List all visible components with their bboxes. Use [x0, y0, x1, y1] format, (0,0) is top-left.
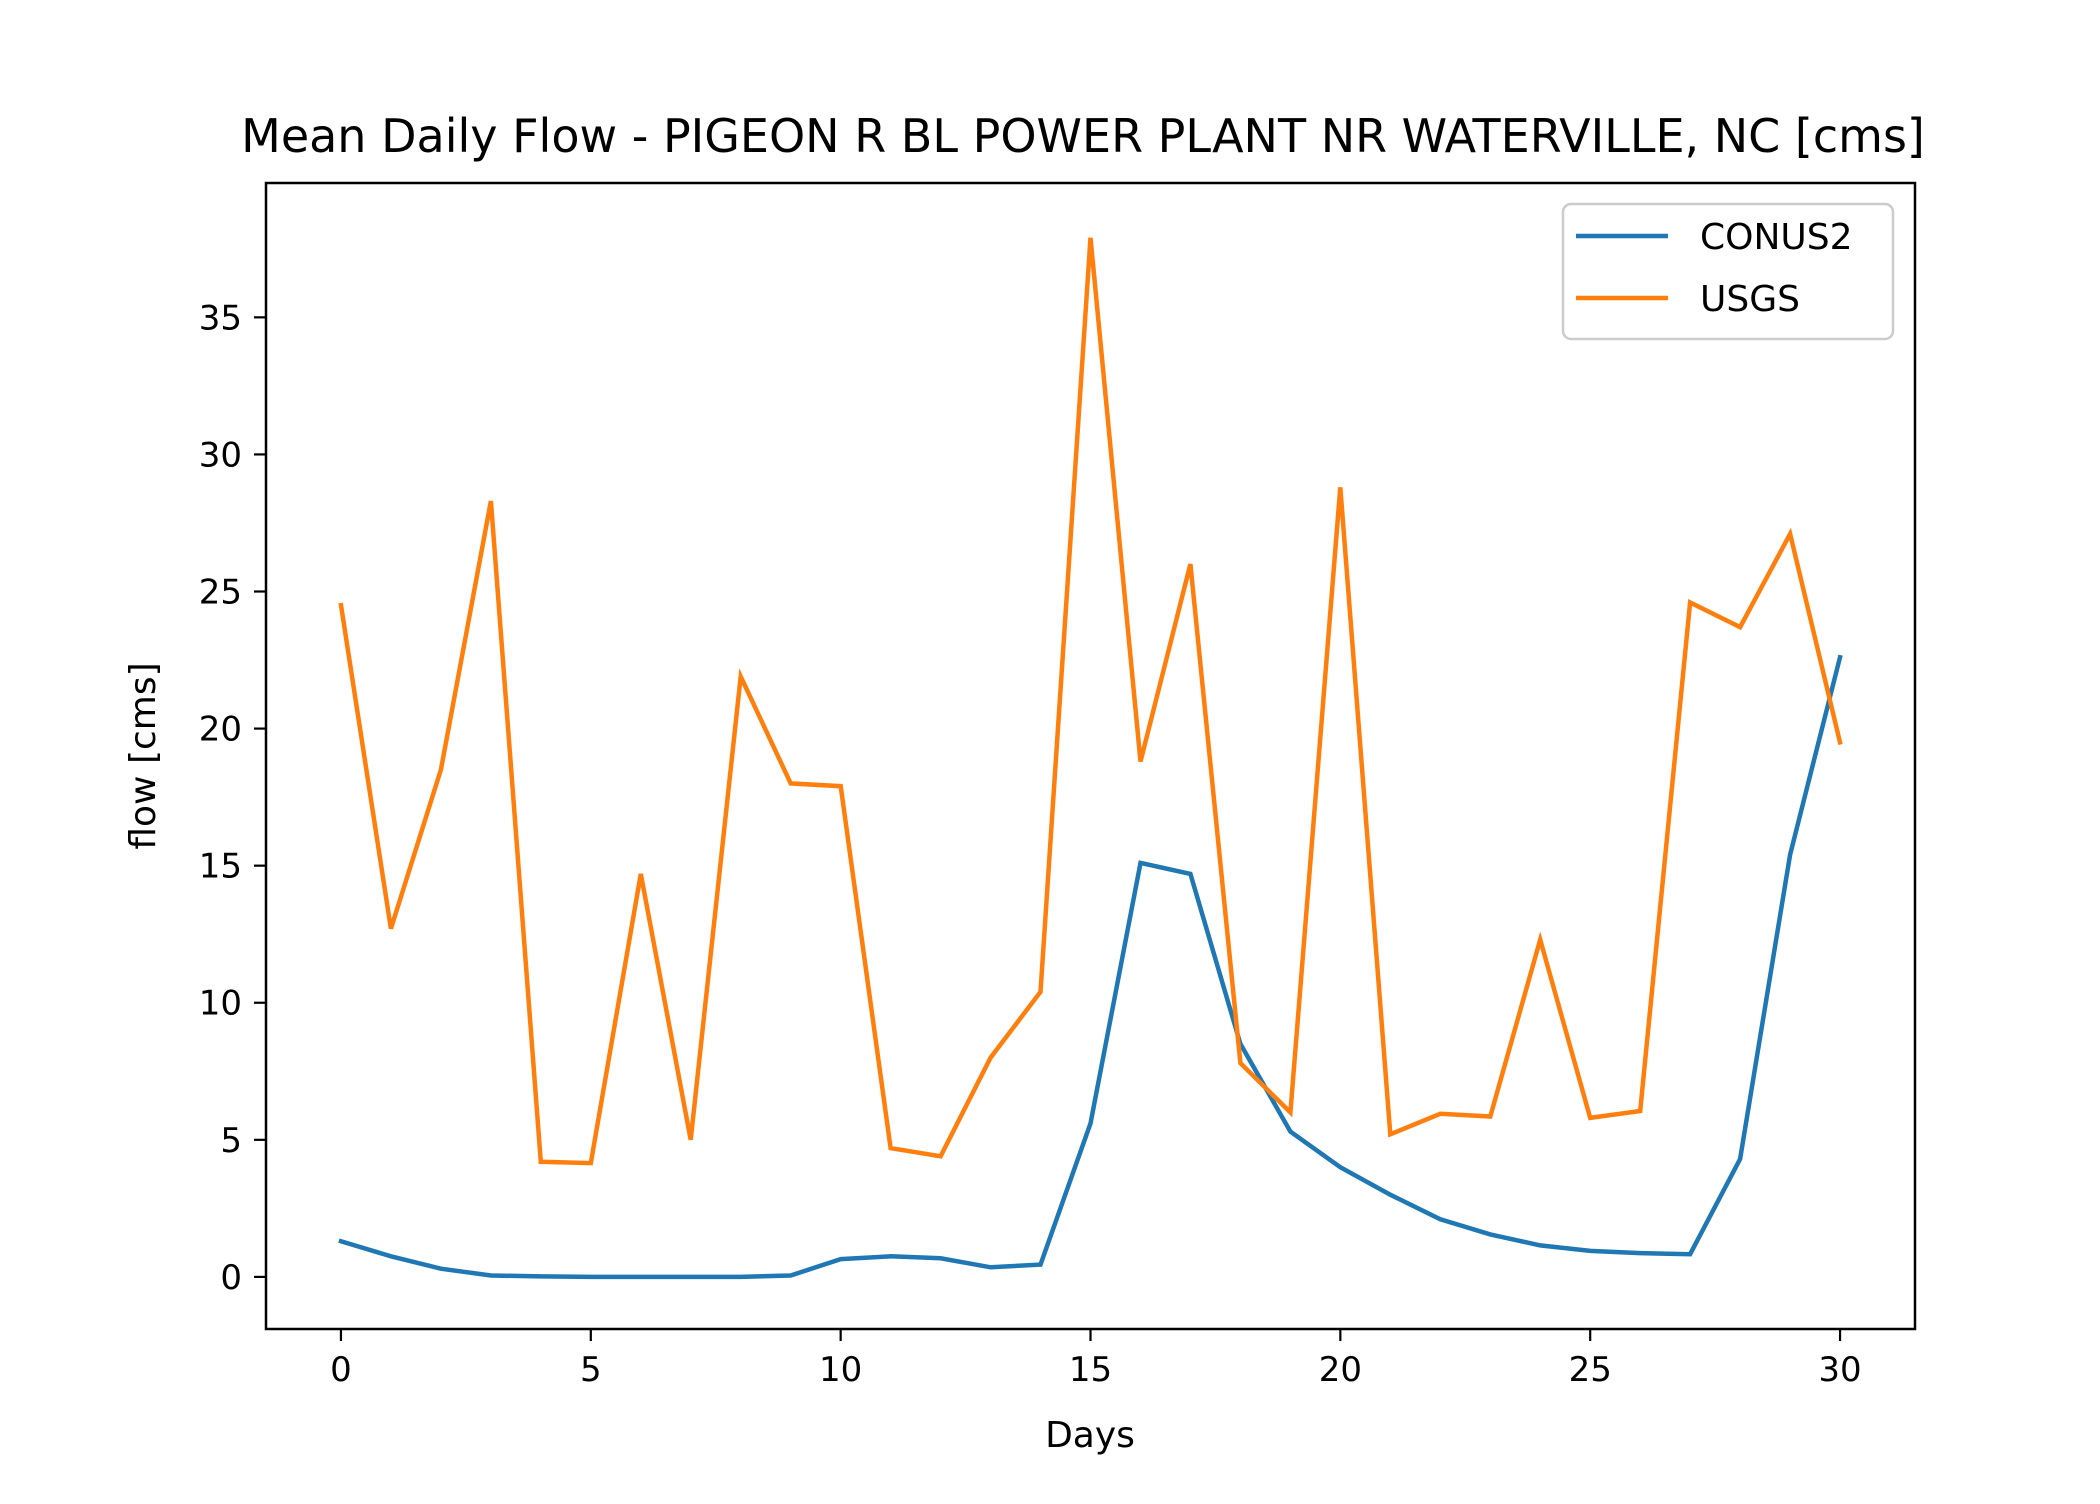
- y-tick-label: 0: [220, 1258, 242, 1298]
- x-tick-label: 10: [819, 1350, 862, 1390]
- x-tick-label: 25: [1569, 1350, 1612, 1390]
- legend: CONUS2 USGS: [1561, 202, 1895, 341]
- legend-label-usgs: USGS: [1700, 279, 1800, 320]
- y-tick-label: 15: [199, 847, 242, 887]
- series-line-conus2: [338, 654, 1843, 1280]
- x-axis-ticks: 0 5 10 15 20 25 30: [330, 1329, 1862, 1390]
- x-axis-label: Days: [1045, 1415, 1135, 1456]
- y-tick-label: 35: [199, 298, 242, 338]
- y-tick-label: 10: [199, 984, 242, 1024]
- series-line-usgs: [338, 237, 1843, 1166]
- x-tick-label: 30: [1818, 1350, 1861, 1390]
- y-tick-label: 5: [220, 1121, 242, 1161]
- y-axis-label: flow [cms]: [123, 662, 164, 849]
- y-tick-label: 20: [199, 710, 242, 750]
- x-tick-label: 15: [1069, 1350, 1112, 1390]
- x-tick-label: 20: [1319, 1350, 1362, 1390]
- plot-series: [338, 237, 1843, 1280]
- x-tick-label: 0: [330, 1350, 352, 1390]
- x-tick-label: 5: [580, 1350, 602, 1390]
- y-tick-label: 25: [199, 573, 242, 613]
- y-axis-ticks: 0 5 10 15 20 25 30 35: [199, 298, 266, 1298]
- y-tick-label: 30: [199, 435, 242, 475]
- legend-label-conus2: CONUS2: [1700, 217, 1853, 258]
- chart-title: Mean Daily Flow - PIGEON R BL POWER PLAN…: [241, 109, 1925, 163]
